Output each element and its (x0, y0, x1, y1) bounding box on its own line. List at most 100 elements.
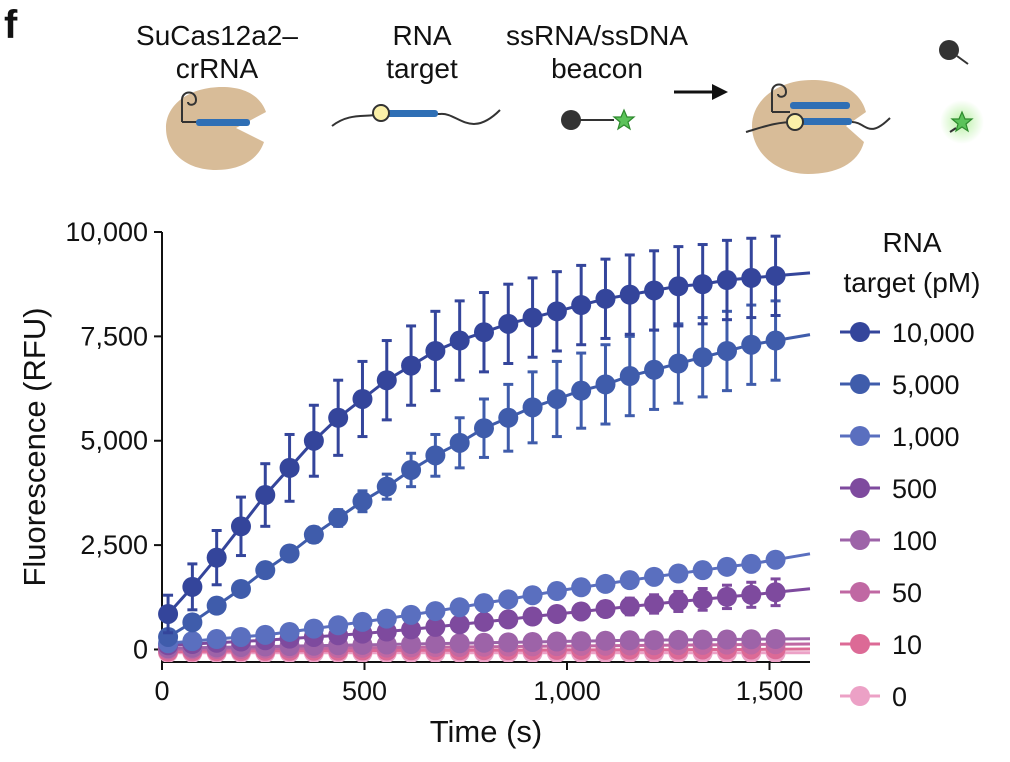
data-point (449, 633, 470, 654)
data-point (668, 629, 689, 650)
series-500 (158, 577, 811, 656)
data-point (741, 553, 762, 574)
data-point (303, 430, 324, 451)
schematic-label-cas12a2: SuCas12a2– crRNA (136, 20, 298, 84)
legend-swatch-marker (850, 582, 870, 602)
data-point (498, 589, 519, 610)
data-point (595, 630, 616, 651)
legend-label: 50 (892, 578, 922, 608)
legend-swatch-marker (850, 530, 870, 550)
data-point (449, 597, 470, 618)
data-point (401, 355, 422, 376)
data-point (473, 322, 494, 343)
data-point (644, 593, 665, 614)
data-point (692, 560, 713, 581)
legend-entry: 500 (840, 474, 937, 504)
data-point (255, 485, 276, 506)
reaction-arrow-icon (674, 84, 728, 100)
data-point (619, 570, 640, 591)
cas12a2-protein-icon (166, 87, 266, 170)
data-point (376, 476, 397, 497)
data-point (716, 340, 737, 361)
data-point (230, 578, 251, 599)
axes: 0 2,500 5,000 7,500 10,000 0 500 1,000 1,500 Time… (17, 217, 810, 749)
data-point (571, 631, 592, 652)
legend-swatch-marker (850, 478, 870, 498)
legend-label: 0 (892, 682, 907, 712)
series-5000 (158, 299, 811, 647)
data-point (716, 270, 737, 291)
data-point (741, 629, 762, 650)
data-point (255, 560, 276, 581)
legend-entry: 10 (840, 630, 922, 660)
activated-complex-icon (745, 80, 891, 174)
data-point (206, 595, 227, 616)
data-point (206, 629, 227, 650)
released-quencher-icon (939, 40, 969, 65)
data-point (425, 633, 446, 654)
data-point (692, 589, 713, 610)
data-point (644, 280, 665, 301)
data-point (449, 330, 470, 351)
data-point (401, 459, 422, 480)
x-tick-label: 500 (342, 676, 387, 706)
data-point (401, 634, 422, 655)
legend-entry: 50 (840, 578, 922, 608)
data-point (619, 366, 640, 387)
legend-swatch-marker (850, 686, 870, 706)
data-point (303, 524, 324, 545)
data-point (644, 359, 665, 380)
data-point (158, 603, 179, 624)
data-point (522, 631, 543, 652)
data-point (473, 418, 494, 439)
legend-entry: 100 (840, 526, 937, 556)
data-point (765, 549, 786, 570)
schematic-label-beacon: ssRNA/ssDNA beacon (506, 20, 688, 84)
data-point (425, 445, 446, 466)
beacon-icon (561, 108, 636, 131)
data-point (765, 330, 786, 351)
rna-target-icon (331, 104, 501, 127)
data-point (328, 407, 349, 428)
data-point (692, 274, 713, 295)
data-point (595, 374, 616, 395)
data-point (644, 630, 665, 651)
data-point (595, 598, 616, 619)
data-point (716, 629, 737, 650)
data-point (498, 313, 519, 334)
data-point (279, 621, 300, 642)
data-point (352, 491, 373, 512)
data-point (619, 284, 640, 305)
y-tick-label: 2,500 (80, 530, 148, 560)
data-point (206, 547, 227, 568)
data-point (425, 616, 446, 637)
glowing-fluorophore-icon (940, 100, 984, 144)
data-point (546, 388, 567, 409)
data-point (328, 507, 349, 528)
data-point (668, 591, 689, 612)
data-point (376, 370, 397, 391)
legend-swatch-marker (850, 322, 870, 342)
data-point (449, 614, 470, 635)
legend-swatch-marker (850, 634, 870, 654)
data-point (376, 608, 397, 629)
y-tick-label: 0 (133, 634, 148, 664)
data-point (522, 307, 543, 328)
data-point (425, 340, 446, 361)
data-point (595, 288, 616, 309)
data-point (619, 630, 640, 651)
legend-title-line-2: target (pM) (844, 267, 981, 298)
data-point (741, 267, 762, 288)
data-point (449, 432, 470, 453)
x-axis-label: Time (s) (430, 714, 543, 749)
data-point (716, 586, 737, 607)
data-point (498, 609, 519, 630)
data-point (522, 397, 543, 418)
legend-entry: 0 (840, 682, 907, 712)
x-tick-label: 1,500 (736, 676, 804, 706)
data-point (182, 631, 203, 652)
legend-entry: 10,000 (840, 318, 975, 348)
data-point (741, 334, 762, 355)
data-point (668, 353, 689, 374)
